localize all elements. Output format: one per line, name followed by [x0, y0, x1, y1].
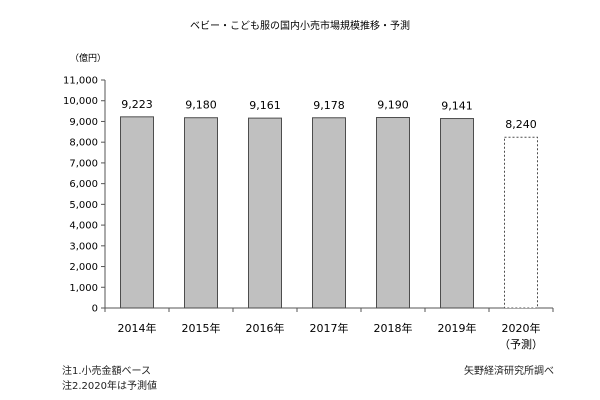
bar [184, 117, 218, 309]
data-label: 9,141 [441, 100, 473, 113]
data-label: 9,178 [313, 99, 345, 112]
plot-area: 0 1,000 2,000 3,000 4,000 5,000 6,000 7,000 8,00… [63, 76, 554, 351]
y-tick-label: 8,000 [69, 138, 98, 149]
x-tick-label: 2015年 [182, 321, 221, 335]
chart-title: ベビー・こども服の国内小売市場規模推移・予測 [190, 19, 410, 32]
bar [248, 117, 282, 309]
y-axis-unit-label: （億円） [70, 52, 106, 64]
y-tick-label: 11,000 [63, 76, 98, 87]
note-1: 注1.小売金額ベース [62, 366, 152, 377]
chart-notes: 注1.小売金額ベース 注2.2020年は予測値 [62, 364, 157, 394]
x-tick-label: 2019年 [438, 321, 477, 335]
data-label: 9,190 [377, 99, 409, 112]
x-tick-label: 2018年 [374, 321, 413, 335]
x-tick-label: 2017年 [310, 321, 349, 335]
y-tick-label: 4,000 [69, 221, 98, 232]
y-tick-label: 3,000 [69, 241, 98, 252]
x-tick-label: 2016年 [246, 321, 285, 335]
bar [376, 117, 410, 309]
bar-forecast [504, 136, 538, 309]
data-label: 9,161 [249, 99, 281, 112]
x-tick-label: 2014年 [118, 321, 157, 335]
y-tick-label: 10,000 [63, 96, 98, 107]
x-tick-label: 2020年 [502, 321, 541, 335]
bar [312, 117, 346, 309]
y-tick-label: 6,000 [69, 179, 98, 190]
y-tick-label: 5,000 [69, 200, 98, 211]
data-label: 9,223 [121, 98, 153, 111]
data-label: 9,180 [185, 99, 217, 112]
x-tick-sublabel: （予測） [499, 337, 543, 351]
bar [440, 118, 474, 309]
note-2: 注2.2020年は予測値 [62, 381, 157, 392]
y-tick-label: 7,000 [69, 158, 98, 169]
y-tick-label: 2,000 [69, 262, 98, 273]
data-label: 8,240 [505, 118, 537, 131]
y-tick-label: 0 [92, 304, 98, 315]
y-tick-label: 1,000 [69, 283, 98, 294]
source-credit: 矢野経済研究所調べ [464, 366, 554, 377]
y-tick-label: 9,000 [69, 117, 98, 128]
bar [120, 116, 154, 309]
